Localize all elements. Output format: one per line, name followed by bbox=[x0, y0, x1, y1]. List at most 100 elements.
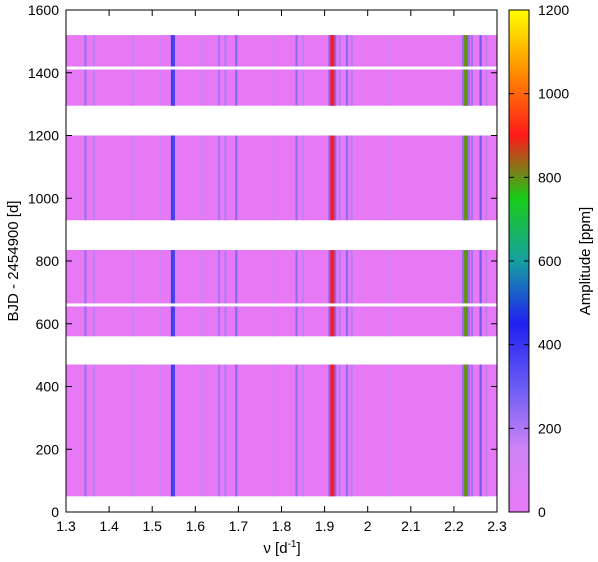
frequency-line bbox=[159, 135, 162, 221]
x-tick-label: 2 bbox=[364, 518, 372, 534]
frequency-line bbox=[295, 250, 298, 337]
y-tick-label: 1000 bbox=[28, 190, 59, 206]
plot-area bbox=[66, 10, 497, 512]
frequency-lines bbox=[84, 35, 488, 497]
frequency-line bbox=[235, 135, 238, 221]
frequency-line bbox=[470, 364, 474, 497]
frequency-line bbox=[338, 250, 341, 337]
frequency-line bbox=[485, 250, 488, 337]
frequency-line bbox=[479, 250, 482, 337]
frequency-line bbox=[200, 135, 203, 221]
frequency-line bbox=[479, 35, 482, 106]
frequency-line bbox=[271, 250, 274, 337]
frequency-line bbox=[84, 35, 87, 106]
colorbar-tick-label: 1000 bbox=[538, 86, 569, 102]
frequency-line bbox=[92, 135, 96, 221]
frequency-line bbox=[338, 35, 341, 106]
frequency-line bbox=[271, 135, 274, 221]
frequency-line bbox=[388, 35, 391, 106]
y-tick-label: 1600 bbox=[28, 2, 59, 18]
colorbar-ticks: 0 200 400 600 800 1000 1200 bbox=[509, 2, 569, 520]
frequency-peak bbox=[170, 250, 175, 337]
y-tick-label: 1400 bbox=[28, 65, 59, 81]
x-tick-label: 1.4 bbox=[99, 518, 119, 534]
frequency-line bbox=[200, 35, 203, 106]
frequency-line bbox=[271, 364, 274, 497]
frequency-line bbox=[92, 35, 96, 106]
frequency-line bbox=[470, 250, 474, 337]
x-tick-label: 2.1 bbox=[401, 518, 421, 534]
y-tick-label: 200 bbox=[36, 441, 60, 457]
frequency-line bbox=[159, 364, 162, 497]
frequency-line bbox=[131, 250, 134, 337]
frequency-line bbox=[485, 135, 488, 221]
frequency-line bbox=[301, 135, 305, 221]
colorbar-tick-label: 800 bbox=[538, 169, 562, 185]
frequency-line bbox=[345, 250, 349, 337]
x-tick-label: 2.3 bbox=[487, 518, 507, 534]
y-axis-ticks: 0 200 400 600 800 1000 1200 1400 1600 bbox=[28, 2, 497, 520]
colorbar-tick-label: 600 bbox=[538, 253, 562, 269]
frequency-peak bbox=[463, 35, 468, 106]
frequency-line bbox=[92, 250, 96, 337]
frequency-line bbox=[388, 250, 391, 337]
gap-line bbox=[66, 66, 497, 70]
frequency-line bbox=[388, 135, 391, 221]
frequency-peak bbox=[330, 135, 335, 221]
frequency-line bbox=[224, 250, 227, 337]
frequency-peak bbox=[170, 135, 175, 221]
frequency-line bbox=[338, 364, 341, 497]
frequency-line bbox=[131, 35, 134, 106]
frequency-line bbox=[159, 250, 162, 337]
frequency-line bbox=[479, 135, 482, 221]
frequency-line bbox=[84, 364, 87, 497]
frequency-line bbox=[301, 250, 305, 337]
colorbar-tick-label: 400 bbox=[538, 337, 562, 353]
data-segment bbox=[66, 35, 497, 106]
frequency-line bbox=[235, 250, 238, 337]
data-segment bbox=[66, 135, 497, 221]
x-axis-ticks: 1.3 1.4 1.5 1.6 1.7 1.8 1.9 2 2.1 2.2 2.3 bbox=[56, 10, 507, 534]
frequency-line bbox=[84, 250, 87, 337]
frequency-line bbox=[131, 364, 134, 497]
frequency-line bbox=[200, 250, 203, 337]
colorbar: 0 200 400 600 800 1000 1200 bbox=[508, 2, 569, 520]
x-tick-label: 2.2 bbox=[444, 518, 464, 534]
frequency-line bbox=[345, 364, 349, 497]
data-segment bbox=[66, 364, 497, 497]
colorbar-tick-label: 1200 bbox=[538, 2, 569, 18]
frequency-peak bbox=[463, 135, 468, 221]
y-axis-label: BJD - 2454900 [d] bbox=[5, 201, 22, 322]
frequency-line bbox=[345, 135, 349, 221]
x-tick-label: 1.7 bbox=[229, 518, 249, 534]
frequency-peak bbox=[170, 364, 175, 497]
frequency-line bbox=[350, 135, 353, 221]
frequency-line bbox=[479, 364, 482, 497]
frequency-line bbox=[295, 364, 298, 497]
frequency-line bbox=[301, 35, 305, 106]
frequency-line bbox=[350, 250, 353, 337]
y-tick-label: 1200 bbox=[28, 128, 59, 144]
frequency-line bbox=[224, 35, 227, 106]
y-tick-label: 600 bbox=[36, 316, 60, 332]
frequency-line bbox=[295, 35, 298, 106]
frequency-line bbox=[92, 364, 96, 497]
frequency-line bbox=[345, 35, 349, 106]
frequency-line bbox=[131, 135, 134, 221]
x-tick-label: 1.8 bbox=[272, 518, 292, 534]
frequency-line bbox=[301, 364, 305, 497]
frequency-line bbox=[224, 135, 227, 221]
y-tick-label: 400 bbox=[36, 379, 60, 395]
frequency-peak bbox=[330, 364, 335, 497]
data-segments bbox=[66, 35, 497, 497]
frequency-line bbox=[485, 364, 488, 497]
data-segment bbox=[66, 250, 497, 337]
frequency-line bbox=[295, 135, 298, 221]
frequency-line bbox=[350, 35, 353, 106]
frequency-line bbox=[224, 364, 227, 497]
frequency-line bbox=[470, 35, 474, 106]
y-tick-label: 800 bbox=[36, 253, 60, 269]
frequency-peak bbox=[463, 250, 468, 337]
x-tick-label: 1.6 bbox=[186, 518, 206, 534]
